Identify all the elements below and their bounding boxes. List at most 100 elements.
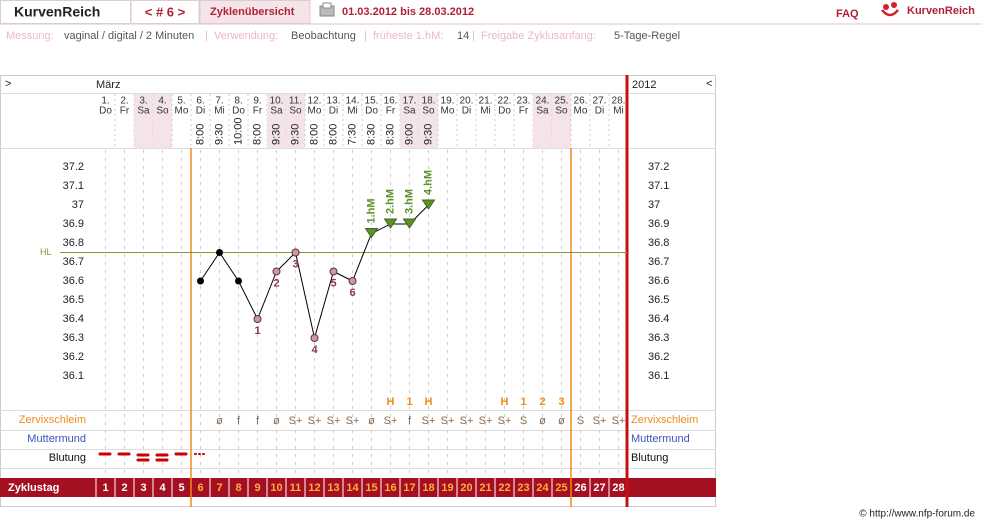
info-label: Freigabe Zyklusanfang: [481, 30, 596, 42]
y-tick-label: 37.2 [63, 161, 84, 173]
weekday: Do [498, 106, 511, 117]
cycle-day: 10 [270, 482, 282, 494]
y-tick-label: 36.6 [63, 275, 84, 287]
cycle-day: 23 [517, 482, 529, 494]
time: 9:00 [403, 124, 415, 145]
cycle-label: Zyklustag [8, 482, 59, 494]
temperature-point [216, 249, 223, 256]
cycle-day: 20 [460, 482, 472, 494]
weekday: So [555, 106, 568, 117]
brand[interactable]: KurvenReich [907, 5, 975, 17]
y-tick-label: 36.1 [63, 370, 84, 382]
mucus: ø [539, 415, 546, 427]
period: 01.03.2012 bis 28.03.2012 [342, 6, 474, 18]
day-number: 4. [158, 96, 166, 107]
temperature-point [421, 199, 436, 210]
mucus: S+ [327, 415, 341, 427]
info-label: Messung: [6, 30, 54, 42]
mucus: S+ [441, 415, 455, 427]
y-tick-label: 36.8 [63, 237, 84, 249]
y-tick-label: 36.2 [63, 351, 84, 363]
point-label: 3.hM [403, 189, 415, 214]
print-icon-paper [322, 2, 332, 9]
y-tick-label: 36.9 [63, 218, 84, 230]
bleeding-symbols [98, 452, 205, 462]
point-label: 2.hM [384, 189, 396, 214]
mucus: S+ [346, 415, 360, 427]
logo[interactable]: KurvenReich [14, 4, 100, 20]
time: 10:00 [232, 117, 244, 145]
day-number: 18. [422, 96, 436, 107]
point-label: 4 [311, 344, 318, 356]
y-tick-label: 36.5 [648, 294, 669, 306]
cycle-day: 25 [555, 482, 567, 494]
cycle-day: 21 [479, 482, 491, 494]
nav-right[interactable]: < [706, 78, 712, 90]
day-number: 1. [101, 96, 109, 107]
time: 8:00 [194, 124, 206, 145]
info-value: 14 [457, 30, 469, 42]
hl-label: HL [40, 247, 52, 257]
info-label: Verwendung: [214, 30, 278, 42]
y-tick-label: 37.1 [648, 180, 669, 192]
point-label: 2 [273, 277, 279, 289]
cycle-nav[interactable]: < # 6 > [145, 4, 186, 19]
cycle-day: 9 [254, 482, 260, 494]
weekday: Do [365, 106, 378, 117]
temperature-point [348, 277, 357, 285]
overview-box [199, 0, 311, 24]
weekday: Di [329, 106, 338, 117]
day-number: 8. [234, 96, 242, 107]
cycle-day: 14 [346, 482, 359, 494]
y-tick-label: 37 [72, 199, 84, 211]
y-tick-label: 36.3 [648, 332, 669, 344]
overview-link[interactable]: Zyklenübersicht [210, 6, 295, 18]
mucus: S+ [384, 415, 398, 427]
cycle-day: 16 [384, 482, 396, 494]
cycle-day: 27 [593, 482, 605, 494]
year: 2012 [632, 79, 656, 91]
cycle-day: 22 [498, 482, 510, 494]
day-number: 25. [555, 96, 569, 107]
weekday: Di [196, 106, 205, 117]
faq-link[interactable]: FAQ [836, 8, 859, 20]
temperature-point [235, 277, 242, 285]
day-number: 22. [498, 96, 512, 107]
cycle-day: 11 [290, 482, 302, 494]
weekday: Fr [120, 106, 130, 117]
temperature-point [197, 277, 204, 285]
weekday: Mi [613, 106, 624, 117]
mucus: S+ [479, 415, 493, 427]
peak-mark: 2 [539, 396, 545, 408]
temperature-point [402, 218, 417, 229]
separator: | [205, 30, 208, 42]
cycle-day: 19 [441, 482, 453, 494]
peak-mark: H [387, 396, 395, 408]
weekday: Fr [519, 106, 529, 117]
info-value: vaginal / digital / 2 Minuten [64, 30, 194, 42]
info-value: 5-Tage-Regel [614, 30, 680, 42]
temperature-point [310, 334, 319, 342]
temperature-point [272, 267, 281, 276]
weekday: Sa [270, 106, 283, 117]
day-number: 9. [253, 96, 261, 107]
temperature-point [291, 248, 300, 257]
cycle-day: 24 [536, 482, 549, 494]
nav-left[interactable]: > [5, 78, 11, 90]
temperature-point [253, 315, 262, 323]
mucus: S+ [422, 415, 436, 427]
cycle-bar [0, 478, 716, 497]
y-tick-label: 36.6 [648, 275, 669, 287]
info-line: Messung: vaginal / digital / 2 Minuten |… [6, 30, 680, 42]
month: März [96, 79, 120, 91]
separator: | [472, 30, 475, 42]
weekday: Mi [214, 106, 225, 117]
day-number: 6. [196, 96, 204, 107]
cycle-day: 2 [121, 482, 127, 494]
row-label: Zervixschleim [19, 414, 86, 426]
y-tick-label: 37.2 [648, 161, 669, 173]
day-number: 15. [365, 96, 379, 107]
footer: © http://www.nfp-forum.de [859, 509, 975, 520]
point-label: 4.hM [422, 170, 434, 195]
